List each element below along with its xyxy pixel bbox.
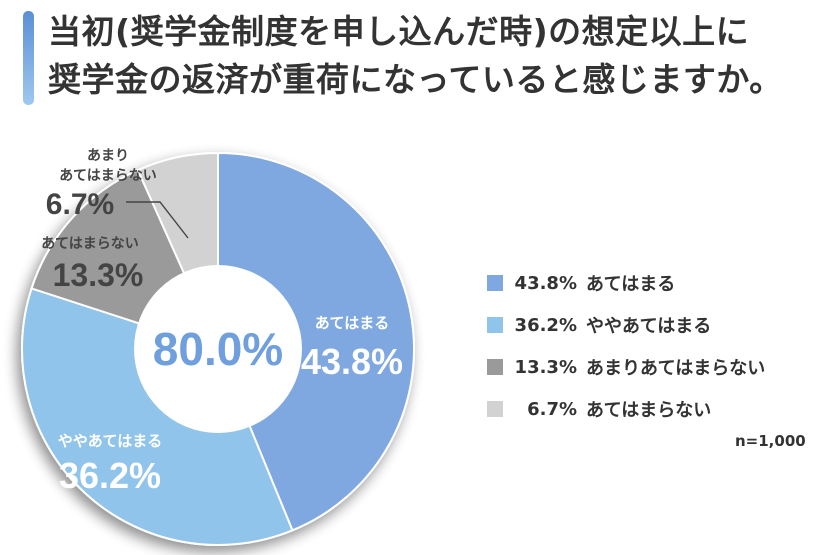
donut-hole: 80.0% [134,265,302,433]
legend: 43.8% あてはまる 36.2% ややあてはまる 13.3% あまりあてはまら… [487,262,817,430]
slice-label-name: あてはまらない [41,236,138,252]
legend-swatch [487,401,503,417]
legend-item: 6.7% あてはまらない [487,388,817,430]
legend-label: あまりあてはまらない [586,358,766,379]
legend-pct: 13.3% [514,356,577,378]
legend-swatch [487,275,503,291]
slice-label-percent: 13.3% [53,257,144,293]
legend-pct: 6.7% [527,398,577,420]
legend-item: 13.3% あまりあてはまらない [487,346,817,388]
legend-label: あてはまらない [586,400,712,421]
sample-size-note: n=1,000 [735,432,806,450]
legend-swatch [487,317,503,333]
slice-label-name-line1: あまり [87,148,129,164]
legend-pct: 43.8% [514,272,577,294]
slice-label-percent: 6.7% [46,188,114,221]
legend-label: ややあてはまる [586,316,712,337]
slice-label-name: ややあてはまる [58,432,162,450]
legend-label: あてはまる [586,274,676,295]
donut-slice [21,287,294,546]
legend-item: 43.8% あてはまる [487,262,817,304]
chart-title: 当初(奨学金制度を申し込んだ時)の想定以上に 奨学金の返済が重荷になっていると感… [48,8,828,104]
slice-label-percent: 43.8% [301,341,403,382]
leader-line [126,201,189,239]
center-percent-label: 80.0% [153,323,283,375]
slice-label-name: あてはまる [315,314,389,332]
slice-label-name-line2: あてはまらない [59,168,156,184]
donut-hole-circle [134,265,302,433]
donut-slice [217,152,415,532]
slice-label-percent: 36.2% [59,455,161,496]
title-line-1: 当初(奨学金制度を申し込んだ時)の想定以上に [48,12,750,51]
legend-pct: 36.2% [514,314,577,336]
title-line-2: 奨学金の返済が重荷になっていると感じますか。 [48,60,783,99]
legend-item: 36.2% ややあてはまる [487,304,817,346]
slice-labels: あてはまる 43.8% ややあてはまる 36.2% あてはまらない 13.3% あまりあては… [41,148,403,496]
legend-swatch [487,359,503,375]
title-accent-bar [23,11,34,105]
